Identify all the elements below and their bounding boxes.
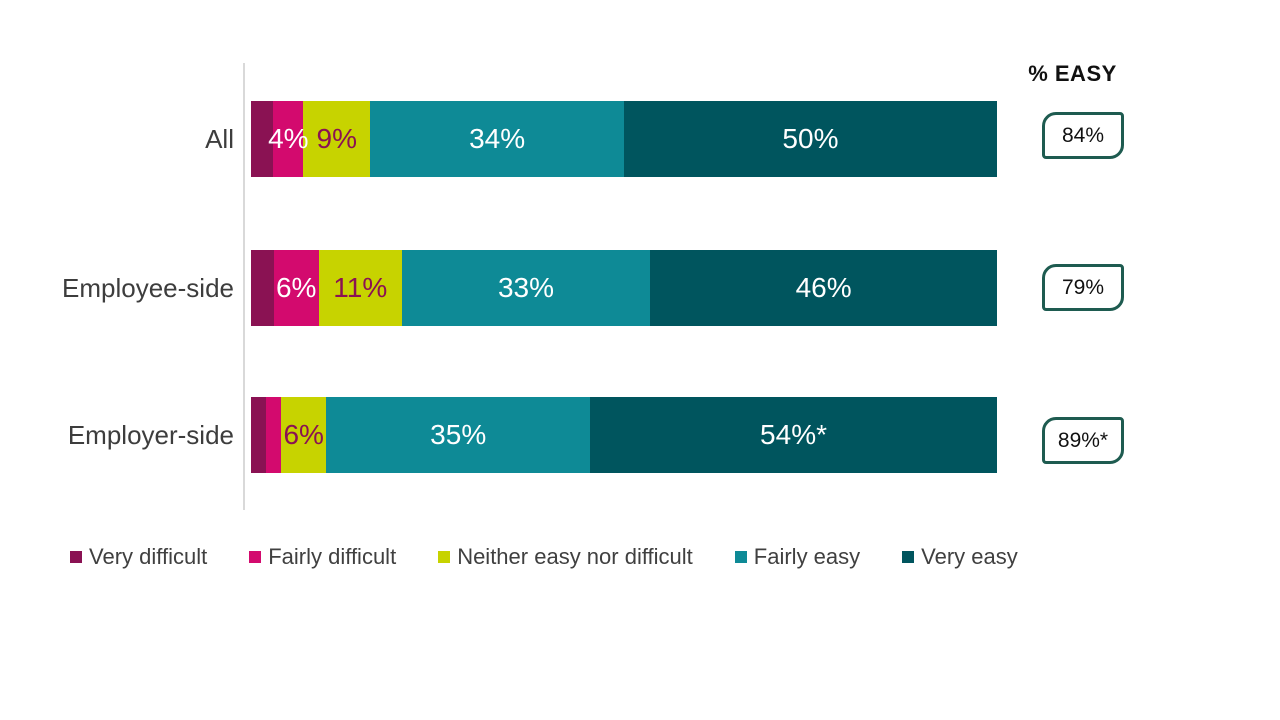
legend-label: Very difficult	[89, 544, 208, 569]
segment-value-label: 6%	[283, 419, 324, 450]
stacked-bar-row: 6% 35% 54%*	[251, 397, 997, 473]
segment-neither-easy-nor-difficult: 6%	[281, 397, 327, 473]
segment-value-label: 50%	[782, 123, 839, 154]
segment-value-label: 35%	[430, 419, 487, 450]
legend-item: Fairly easy	[734, 544, 861, 570]
segment-value-label: 11%	[333, 272, 388, 303]
category-label: All	[205, 123, 234, 154]
segment-very-easy: 46%	[650, 250, 997, 326]
legend-swatch-icon	[249, 551, 262, 563]
segment-value-label: 34%	[469, 123, 526, 154]
legend-item: Fairly difficult	[249, 544, 396, 570]
segment-fairly-easy: 34%	[370, 101, 624, 177]
pct-easy-badge: 89%*	[1042, 417, 1124, 464]
segment-fairly-easy: 35%	[326, 397, 591, 473]
segment-value-label: 4%	[268, 123, 309, 154]
legend-label: Neither easy nor difficult	[457, 544, 693, 569]
legend-item: Neither easy nor difficult	[438, 544, 693, 570]
legend-label: Fairly easy	[753, 544, 861, 569]
legend-item: Very easy	[902, 544, 1018, 570]
segment-fairly-difficult: 4%	[268, 101, 309, 177]
segment-very-difficult	[251, 397, 267, 473]
segment-fairly-difficult	[266, 397, 282, 473]
segment-value-label: 6%	[275, 272, 317, 303]
segment-fairly-easy: 33%	[401, 250, 651, 326]
segment-value-label: 33%	[497, 272, 555, 303]
category-label: Employee-side	[62, 272, 234, 303]
legend-label: Very easy	[921, 544, 1018, 569]
legend-swatch-icon	[902, 551, 915, 563]
stacked-bar-row: 6% 11% 33% 46%	[251, 250, 997, 326]
legend-swatch-icon	[70, 551, 82, 563]
category-label: Employer-side	[67, 419, 234, 450]
category-axis-line	[243, 63, 245, 510]
pct-easy-badge: 84%	[1042, 112, 1124, 159]
segment-very-difficult	[251, 250, 274, 326]
legend-label: Fairly difficult	[268, 544, 397, 569]
segment-neither-easy-nor-difficult: 9%	[303, 101, 371, 177]
legend-swatch-icon	[438, 551, 451, 563]
segment-very-easy: 54%*	[590, 397, 997, 473]
pct-easy-header: % EASY	[1028, 61, 1117, 86]
legend-item: Very difficult	[70, 544, 207, 570]
stacked-bar-row: 4% 9% 34% 50%	[251, 101, 997, 177]
segment-very-difficult	[251, 101, 274, 177]
segment-fairly-difficult: 6%	[273, 250, 319, 326]
pct-easy-badge: 79%	[1042, 264, 1124, 311]
legend-swatch-icon	[734, 551, 747, 563]
segment-value-label: 46%	[795, 272, 852, 303]
segment-value-label: 9%	[316, 123, 357, 154]
segment-very-easy: 50%	[623, 101, 997, 177]
segment-value-label: 54%*	[760, 419, 827, 450]
chart-legend: Very difficult Fairly difficult Neither ea…	[70, 543, 1018, 571]
segment-neither-easy-nor-difficult: 11%	[318, 250, 402, 326]
